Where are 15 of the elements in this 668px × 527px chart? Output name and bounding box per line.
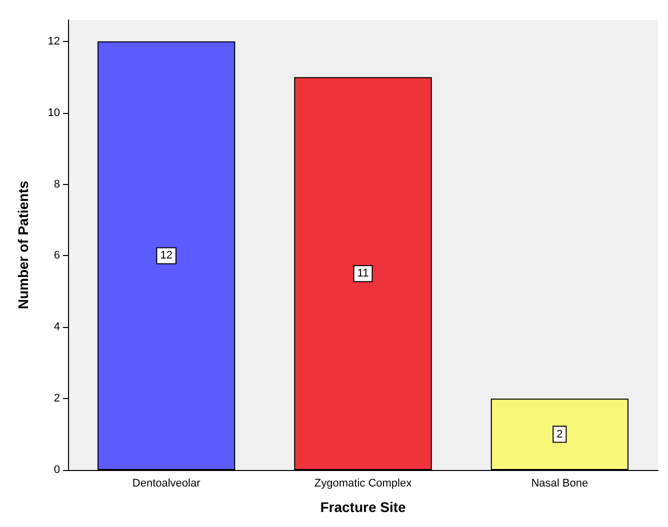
y-tick-label: 12: [48, 35, 60, 48]
x-tick-label: Dentoalveolar: [132, 478, 201, 490]
y-tick-label: 2: [54, 392, 60, 405]
x-tick-label: Zygomatic Complex: [314, 478, 412, 490]
data-label: 11: [357, 268, 369, 280]
x-axis-title: Fracture Site: [320, 499, 406, 515]
y-tick-label: 4: [54, 321, 60, 334]
y-tick-label: 10: [48, 106, 60, 119]
y-tick-label: 0: [54, 464, 60, 476]
y-tick-label: 8: [54, 178, 60, 190]
x-tick-label: Nasal Bone: [531, 478, 588, 490]
y-axis-title: Number of Patients: [15, 180, 31, 310]
data-label: 12: [160, 250, 172, 262]
y-tick-label: 6: [54, 250, 60, 262]
data-label: 2: [556, 428, 563, 440]
